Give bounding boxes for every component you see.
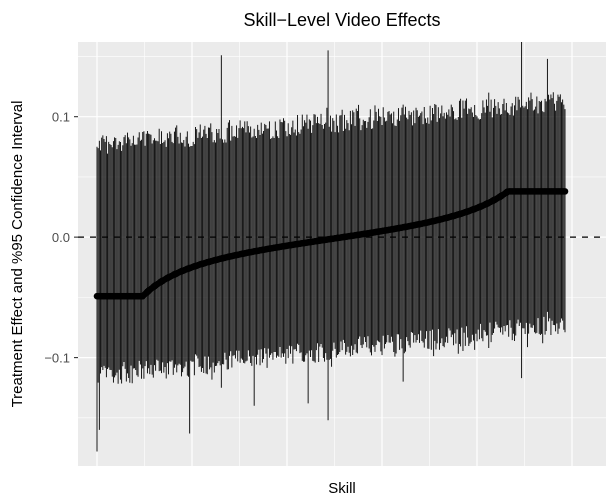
y-tick-label: 0.1 bbox=[52, 110, 70, 125]
x-axis-label: Skill bbox=[328, 480, 356, 497]
axes: 0.1 0.0 −0.1 bbox=[44, 110, 78, 366]
error-bars bbox=[96, 42, 566, 452]
y-tick-label: −0.1 bbox=[44, 351, 70, 366]
y-axis-label: Treatment Effect and %95 Confidence Inte… bbox=[9, 101, 26, 408]
estimate-point bbox=[561, 188, 569, 195]
y-tick-label: 0.0 bbox=[52, 230, 70, 245]
estimate-points bbox=[93, 188, 569, 300]
chart-title: Skill−Level Video Effects bbox=[244, 10, 441, 30]
